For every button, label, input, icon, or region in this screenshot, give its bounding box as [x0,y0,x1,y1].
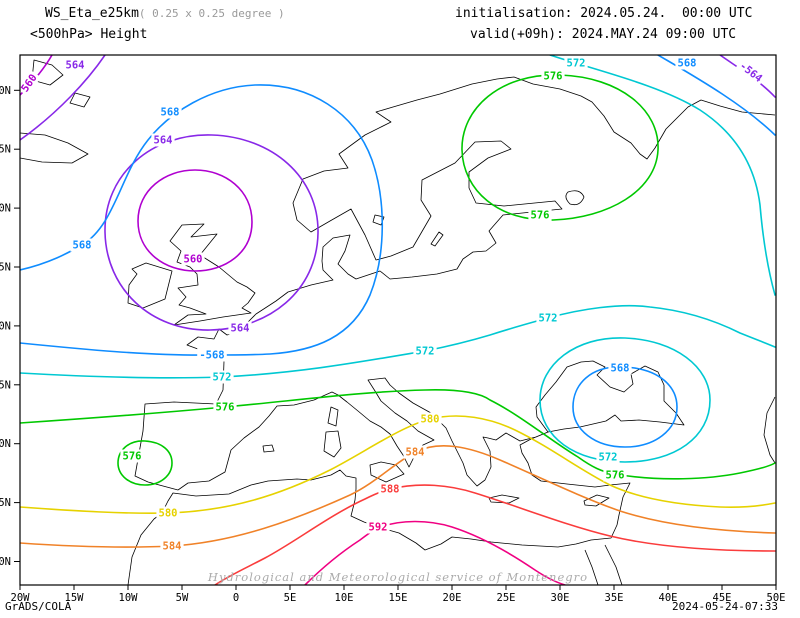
field-title: <500hPa> Height [30,27,148,42]
contour-label-572: 572 [416,346,435,358]
y-tick-label: 50N [0,320,11,332]
grads-credit: GrADS/COLA [5,600,72,613]
creation-timestamp: 2024-05-24-07:33 [672,600,778,613]
contour-568 [572,366,678,448]
coastline-great-britain [169,223,256,326]
height-contours [20,55,776,585]
contour-592 [304,520,566,585]
y-tick-label: 40N [0,438,11,450]
contour-label-576: 576 [606,470,625,482]
x-tick-label: 5E [284,592,297,604]
coastline-lakes [372,190,585,226]
contour-564 [20,55,106,141]
contour-label-580: 580 [421,414,440,426]
x-tick-label: 0 [233,592,239,604]
coastline-mediterranean-africa [127,377,631,585]
contour-568 [657,55,776,136]
y-tick-label: 70N [0,85,11,97]
model-name: WS_Eta_e25km [45,6,139,21]
contour-label-584: 584 [163,541,182,553]
plot-title-line1: WS_Eta_e25km( 0.25 x 0.25 degree ) [45,6,285,21]
coastline-black-sea [535,360,685,433]
y-tick-label: 65N [0,144,11,156]
y-tick-label: 60N [0,203,11,215]
contour-580 [20,415,776,514]
x-tick-label: 10W [119,592,139,604]
x-tick-label: 5W [176,592,189,604]
x-tick-label: 20E [443,592,462,604]
contour-label-572: 572 [599,452,618,464]
contour-label-572: 572 [539,313,558,325]
contour-label-564: 564 [66,60,85,72]
y-axis: 70N 65N 60N 55N 50N 45N 40N 35N 30N [0,85,20,568]
contour-label-572: 572 [213,372,232,384]
contour-label-576: 576 [123,451,142,463]
coastlines [20,59,776,585]
contour-576 [461,74,659,221]
x-tick-label: 15W [65,592,85,604]
x-tick-label: 20W [11,592,31,604]
x-tick-label: 25E [497,592,516,604]
contour-label-572: 572 [567,58,586,70]
contour-label-588: 588 [381,484,400,496]
contour-label-576: 576 [216,402,235,414]
contour-label-568: 568 [161,107,180,119]
coastline-ireland [127,262,173,309]
coastline-red-sea [584,544,623,585]
grid-resolution: ( 0.25 x 0.25 degree ) [138,7,285,20]
contour-576 [20,389,776,480]
watermark: Hydrological and Meteorological service … [207,570,589,584]
x-tick-label: 50E [767,592,786,604]
valid-time: valid(+09h): 2024.MAY.24 09:00 UTC [470,27,737,42]
contour-label-576: 576 [531,210,550,222]
x-tick-label: 45E [713,592,732,604]
x-tick-label: 40E [659,592,678,604]
contour-label-568: 568 [611,363,630,375]
contour-572 [20,304,776,379]
y-tick-label: 30N [0,556,11,568]
contour-label-568: 568 [678,58,697,70]
x-tick-label: 10E [335,592,354,604]
y-tick-label: 45N [0,379,11,391]
contour-label-584: 584 [406,447,425,459]
x-axis: 20W 15W 10W 5W 0 5E 10E 15E 20E 25E 30E 35E 40E 45E 50… [11,585,786,604]
contour-label-560: 560 [184,254,203,266]
coastline-caspian [763,396,776,464]
x-tick-label: 30E [551,592,570,604]
coastline-iceland [20,132,89,164]
x-tick-label: 15E [389,592,408,604]
x-tick-label: 35E [605,592,624,604]
contour-label-568: -568 [199,350,224,362]
contour-label-580: 580 [159,508,178,520]
contour-572 [549,55,776,296]
contour-label-592: 592 [369,522,388,534]
contour-572 [539,337,711,463]
contour-label-568: 568 [73,240,92,252]
y-tick-label: 35N [0,497,11,509]
contour-560 [137,169,253,272]
coastline-atlantic-scandinavia [134,76,776,491]
contour-label-564: 564 [231,323,250,335]
y-tick-label: 55N [0,262,11,274]
contour-564 [104,134,319,331]
contour-588 [214,484,776,585]
initialisation-time: initialisation: 2024.05.24. 00:00 UTC [455,6,753,21]
coastline-islands [262,231,610,507]
contour-label-564: 564 [154,135,173,147]
contour-label-576: 576 [544,71,563,83]
contour-576 [117,440,173,486]
